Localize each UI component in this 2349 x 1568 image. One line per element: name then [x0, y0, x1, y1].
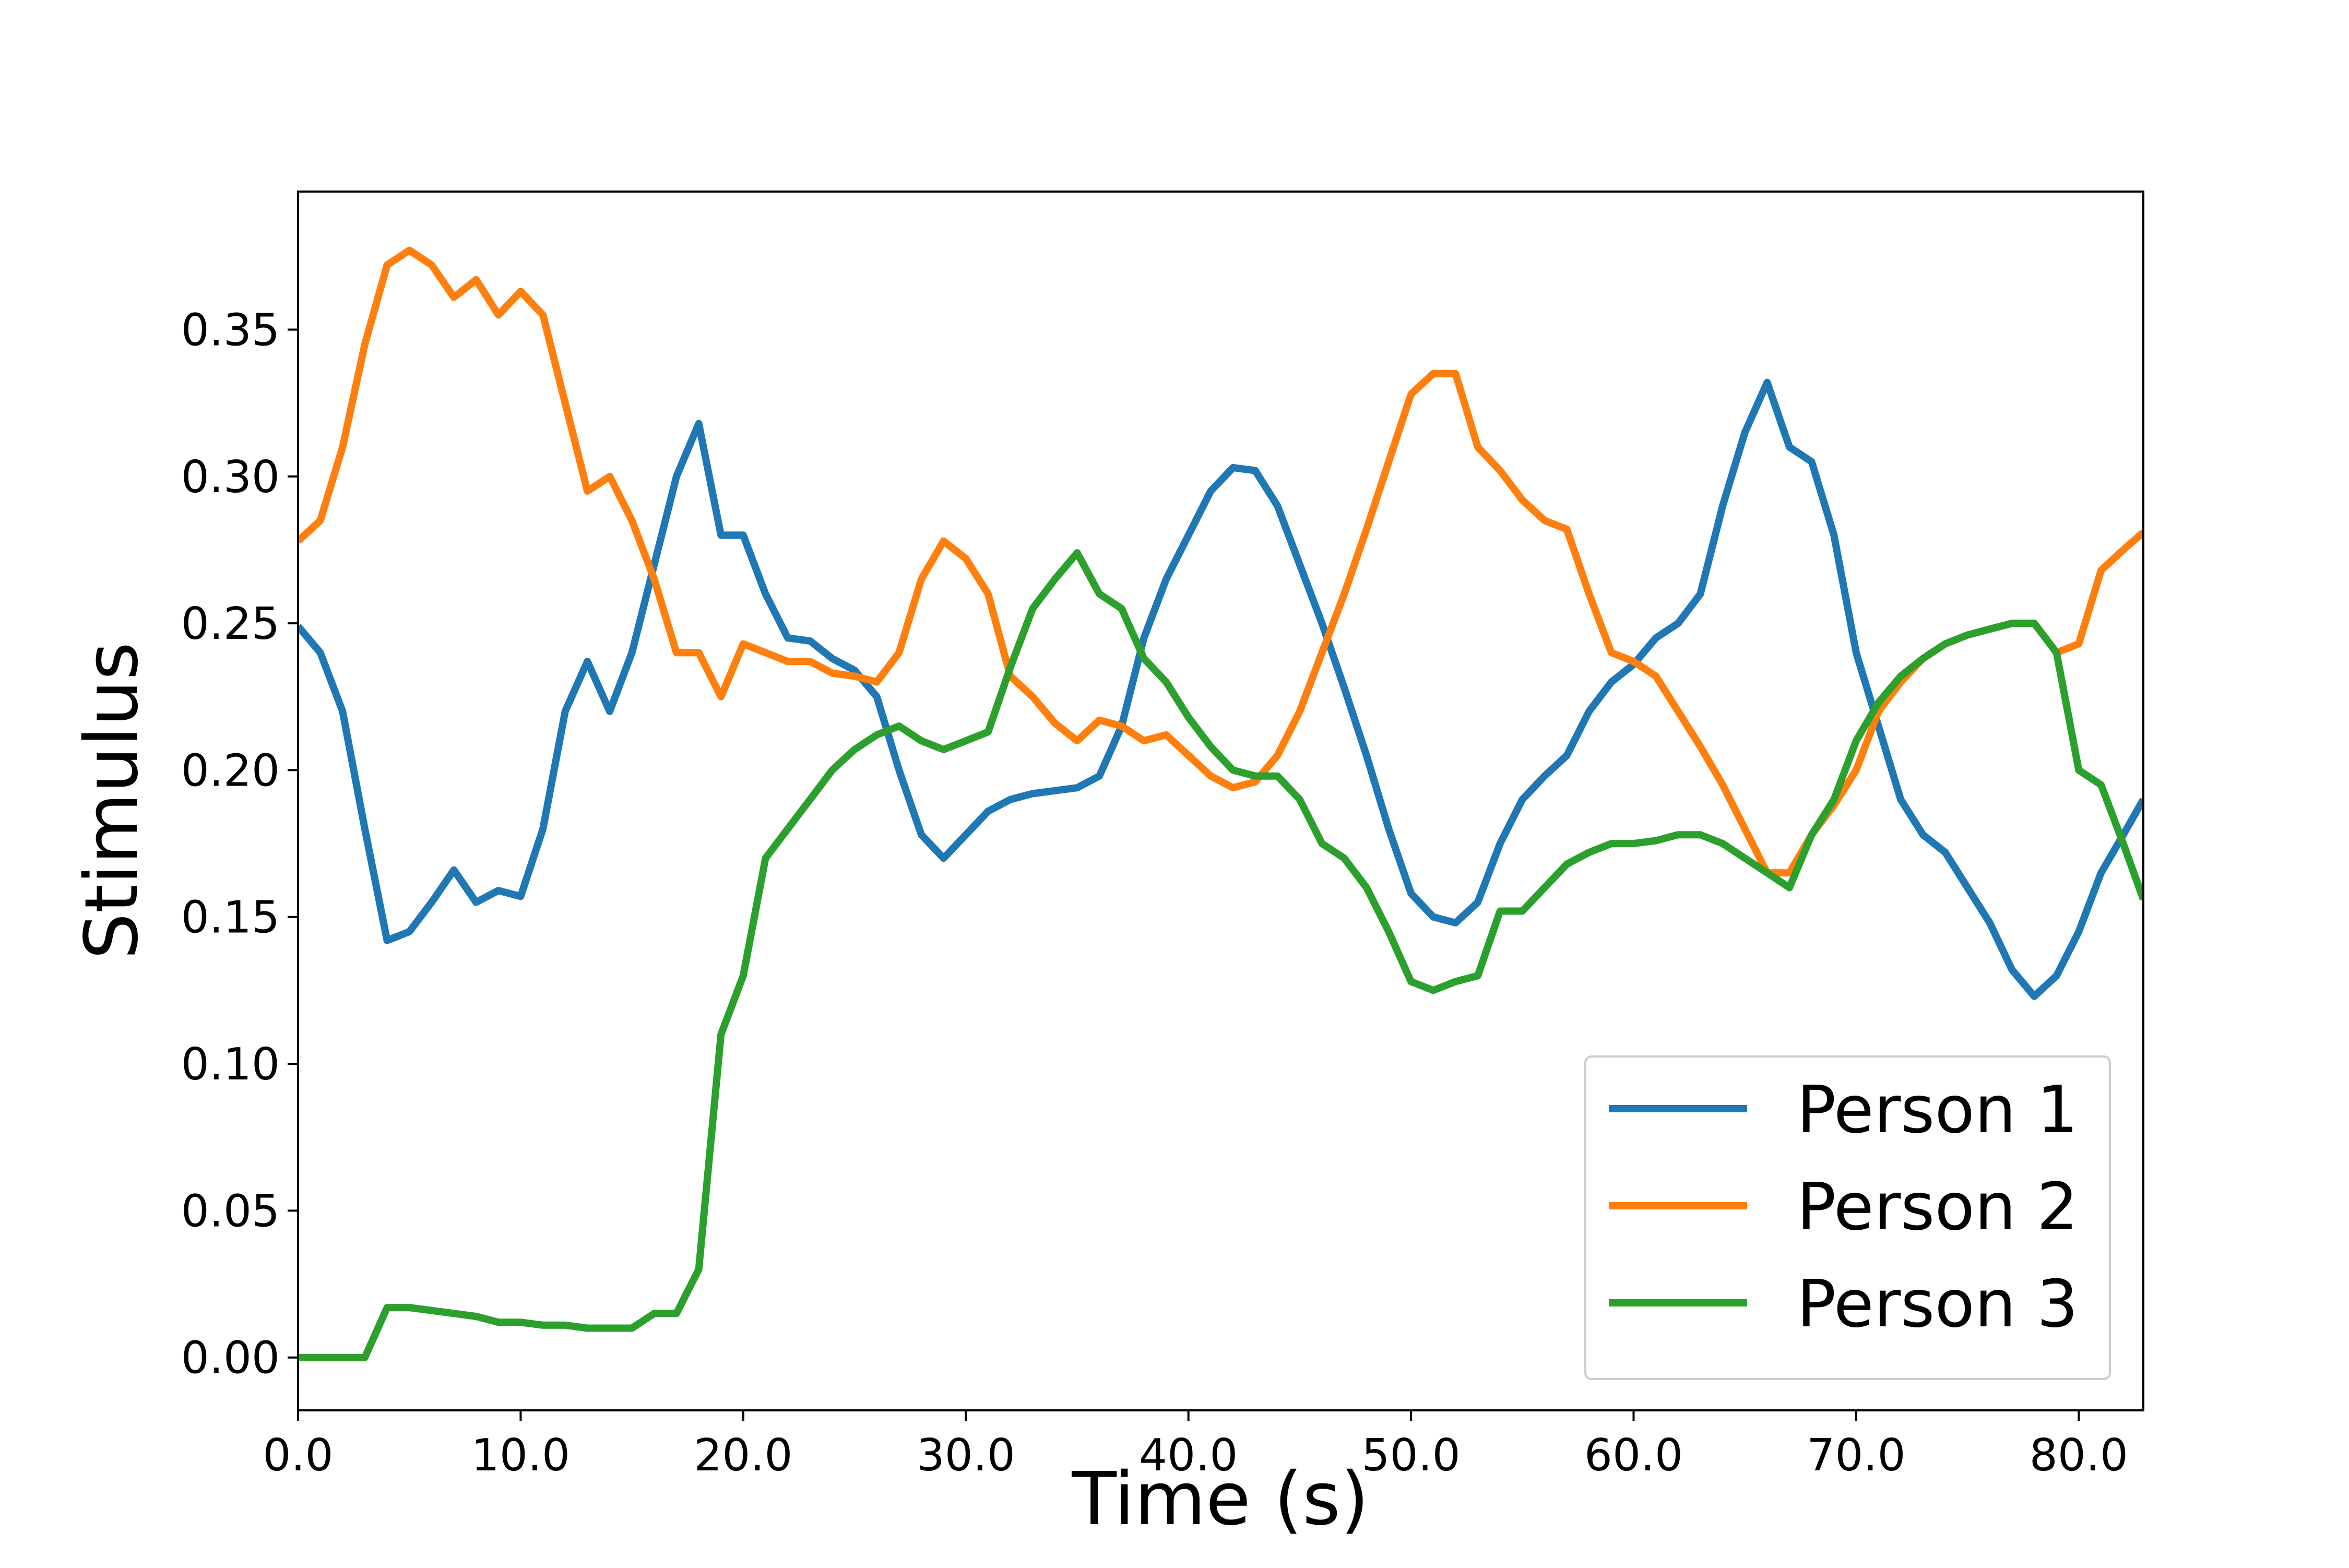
y-tick-label: 0.30 [181, 452, 280, 503]
x-tick-label: 40.0 [1139, 1430, 1238, 1481]
legend-label: Person 3 [1797, 1266, 2078, 1342]
x-tick-label: 50.0 [1361, 1430, 1460, 1481]
y-axis-label: Stimulus [69, 642, 155, 959]
x-tick-label: 80.0 [2030, 1430, 2128, 1481]
x-tick-label: 0.0 [263, 1430, 333, 1481]
x-tick-label: 20.0 [694, 1430, 792, 1481]
line-series [298, 246, 2143, 877]
y-tick-label: 0.00 [181, 1333, 280, 1384]
y-tick-label: 0.15 [181, 892, 280, 944]
y-tick-label: 0.25 [181, 598, 280, 650]
legend-label: Person 1 [1797, 1072, 2078, 1148]
x-axis-label: Time (s) [1071, 1457, 1369, 1542]
y-tick-label: 0.20 [181, 745, 280, 797]
legend-box [1584, 1055, 2111, 1380]
x-tick-label: 60.0 [1584, 1430, 1683, 1481]
x-tick-label: 30.0 [917, 1430, 1015, 1481]
line-series [298, 549, 2143, 1361]
x-tick-label: 10.0 [471, 1430, 570, 1481]
y-tick-label: 0.05 [181, 1185, 280, 1237]
line-series [298, 378, 2143, 1000]
y-tick-label: 0.35 [181, 304, 280, 356]
legend-label: Person 2 [1797, 1169, 2078, 1245]
x-tick-label: 70.0 [1807, 1430, 1905, 1481]
plot-frame [297, 191, 2144, 1411]
y-tick-label: 0.10 [181, 1039, 280, 1090]
